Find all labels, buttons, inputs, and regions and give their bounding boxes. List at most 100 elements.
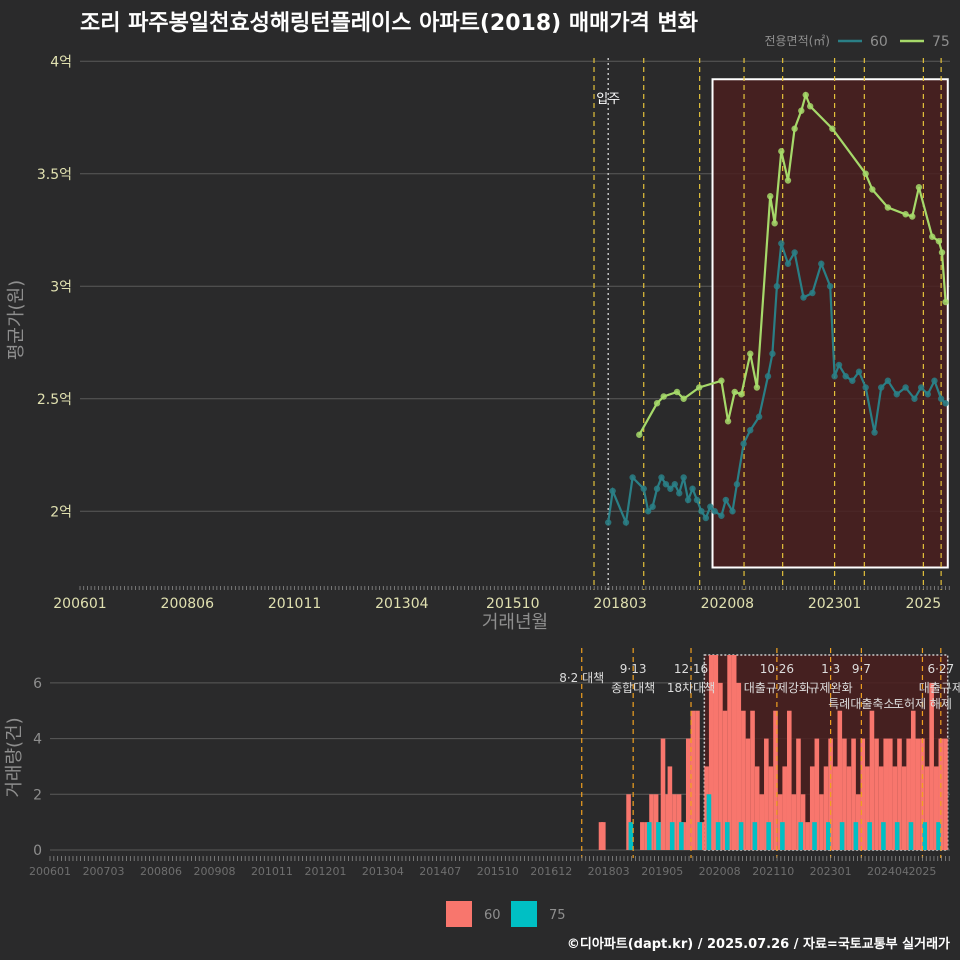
data-point-60 (649, 503, 656, 510)
bar-60 (878, 766, 884, 850)
data-point-75 (806, 103, 814, 110)
x-tick-label: 202404 (867, 865, 909, 878)
bar-60 (846, 766, 852, 850)
data-point-60 (605, 519, 612, 526)
bar-75 (766, 822, 771, 850)
data-point-60 (622, 519, 630, 526)
bar-60 (786, 710, 792, 850)
x-tick-label: 200601 (53, 596, 106, 612)
data-point-75 (724, 418, 732, 425)
bar-60 (626, 794, 631, 850)
data-point-60 (609, 487, 616, 495)
data-point-60 (658, 474, 665, 481)
data-point-75 (869, 186, 876, 193)
y-tick-label: 4 (33, 732, 42, 748)
bar-60 (745, 738, 751, 850)
bar-60 (750, 710, 755, 850)
data-point-60 (800, 294, 807, 301)
bar-60 (809, 766, 815, 850)
bar-75 (908, 822, 914, 850)
data-point-75 (753, 384, 761, 391)
bar-60 (722, 710, 728, 850)
bar-60 (814, 738, 820, 850)
bar-75 (697, 822, 703, 850)
data-point-60 (653, 485, 661, 492)
legend-label-75: 75 (549, 908, 566, 923)
bar-75 (738, 822, 744, 850)
x-tick-label: 201510 (486, 596, 539, 612)
y-axis-title: 평균가(원) (6, 280, 27, 360)
highlight-box (711, 78, 949, 569)
bar-60 (690, 710, 696, 850)
x-tick-label: 201304 (362, 865, 404, 878)
x-tick-label: 201304 (375, 596, 429, 612)
data-point-60 (942, 400, 949, 407)
y-tick-label: 3억 (50, 279, 72, 295)
x-tick-label: 200601 (29, 865, 71, 878)
data-point-75 (636, 431, 643, 438)
policy-date-label: 12·16 (674, 662, 708, 676)
x-tick-label: 2025 (908, 865, 936, 878)
bar-60 (640, 822, 645, 850)
data-point-60 (826, 283, 834, 290)
data-point-75 (673, 388, 681, 396)
data-point-60 (871, 429, 878, 436)
x-tick-label: 200806 (161, 596, 215, 612)
data-point-60 (718, 512, 725, 519)
bar-60 (906, 738, 911, 850)
policy-date-label: 8·2 대책 (559, 670, 604, 685)
policy-name-label: 토허제 해제 (893, 697, 952, 711)
bar-60 (768, 766, 774, 850)
data-point-60 (931, 377, 938, 384)
bar-75 (706, 794, 712, 850)
data-point-75 (798, 107, 805, 114)
data-point-60 (722, 496, 730, 504)
bar-60 (672, 794, 677, 850)
data-point-75 (942, 298, 949, 306)
bar-60 (764, 738, 769, 850)
data-point-75 (747, 350, 754, 357)
data-point-60 (662, 481, 670, 488)
data-point-75 (660, 393, 667, 400)
bar-60 (731, 655, 737, 850)
policy-name-label: 대출규제 (919, 681, 960, 695)
bar-60 (791, 794, 797, 850)
bar-75 (922, 822, 928, 850)
data-point-60 (893, 391, 900, 398)
policy-name-label: 규제완화 (809, 681, 853, 695)
policy-name-label: 대출규제강화 (744, 681, 810, 695)
data-point-60 (640, 485, 647, 492)
bar-60 (759, 794, 765, 850)
data-point-75 (731, 388, 738, 396)
data-point-75 (938, 249, 946, 256)
x-tick-label: 202008 (699, 865, 741, 878)
bar-75 (853, 822, 859, 850)
data-point-60 (644, 508, 652, 515)
data-point-75 (696, 384, 703, 391)
source-footer: ©디아파트(dapt.kr) / 2025.07.26 / 자료=국토교통부 실… (567, 936, 950, 952)
bar-60 (837, 710, 843, 850)
data-point-60 (902, 384, 909, 391)
bar-75 (867, 822, 872, 850)
x-tick-label: 201803 (588, 865, 630, 878)
data-point-60 (818, 260, 825, 267)
x-tick-label: 202008 (701, 596, 754, 612)
data-point-60 (842, 373, 849, 380)
bar-75 (646, 822, 652, 850)
x-tick-label: 2025 (906, 596, 942, 612)
data-point-60 (884, 377, 892, 384)
y-tick-label: 2 (33, 787, 42, 803)
x-tick-label: 201803 (593, 596, 646, 612)
bar-60 (924, 766, 930, 850)
data-point-60 (911, 395, 918, 402)
data-point-60 (747, 427, 754, 434)
move-in-label: 입주 (596, 92, 620, 107)
y-tick-label: 0 (33, 843, 42, 859)
data-point-75 (929, 233, 936, 240)
data-point-60 (629, 474, 636, 481)
bar-60 (796, 738, 801, 850)
x-tick-label: 202110 (752, 865, 794, 878)
data-point-60 (791, 249, 798, 256)
data-point-60 (778, 240, 785, 247)
policy-name-label: 18차대책 (667, 680, 715, 695)
